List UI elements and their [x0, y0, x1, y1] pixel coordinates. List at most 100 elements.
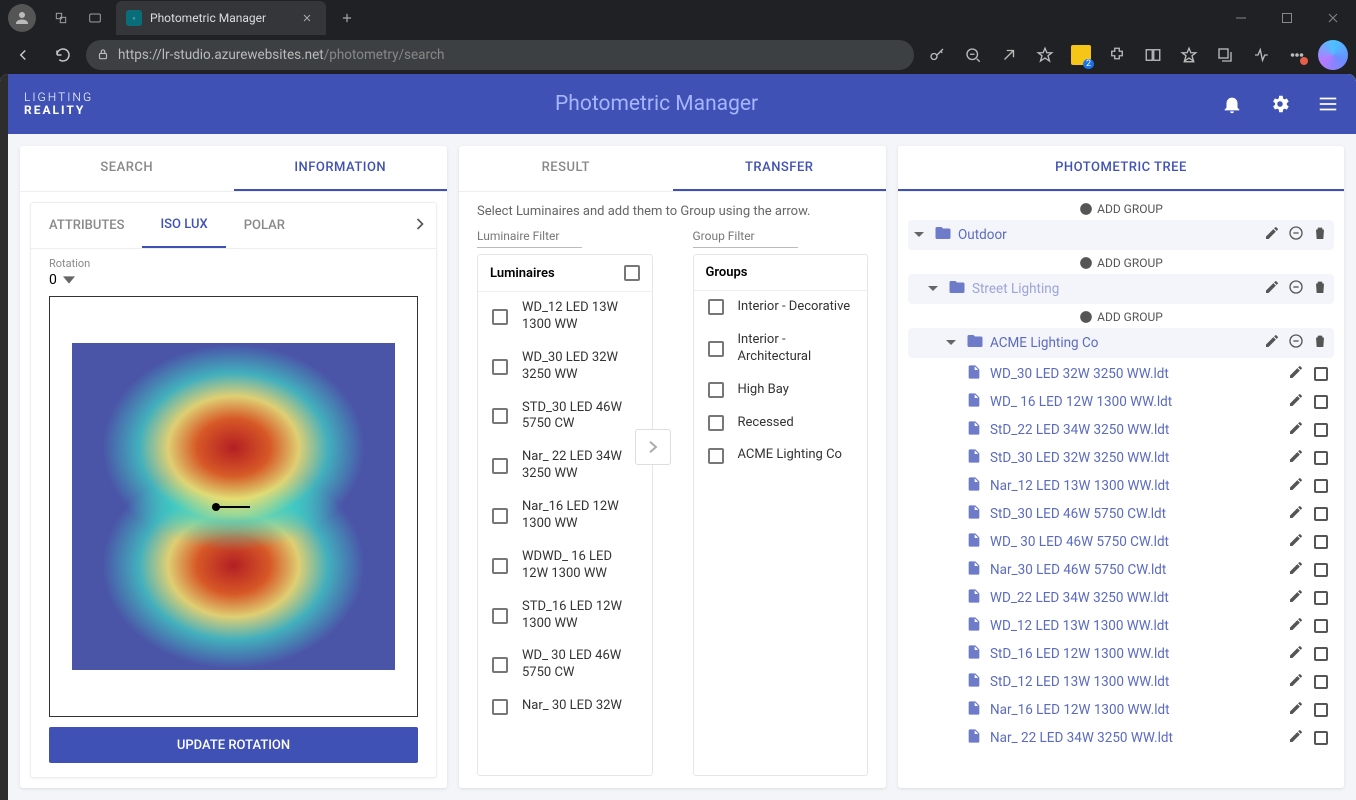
tab-result[interactable]: RESULT: [459, 146, 673, 191]
edit-icon[interactable]: [1264, 279, 1280, 299]
group-row[interactable]: Interior - Decorative: [694, 291, 868, 324]
edit-icon[interactable]: [1264, 225, 1280, 245]
password-key-icon[interactable]: [920, 39, 954, 71]
window-maximize-icon[interactable]: [1264, 0, 1310, 36]
group-checkbox[interactable]: [708, 448, 724, 464]
tab-transfer[interactable]: TRANSFER: [673, 146, 887, 191]
luminaire-row[interactable]: STD_30 LED 46W 5750 CW: [478, 392, 652, 442]
upload-icon[interactable]: [1216, 333, 1232, 353]
luminaires-select-all-checkbox[interactable]: [624, 265, 640, 281]
luminaire-row[interactable]: Nar_16 LED 12W 1300 WW: [478, 491, 652, 541]
rotation-select[interactable]: 0: [49, 272, 418, 288]
download-icon[interactable]: [1240, 225, 1256, 245]
collections-icon[interactable]: [1208, 39, 1242, 71]
caret-icon[interactable]: [914, 227, 928, 243]
tree-file[interactable]: StD_16 LED 12W 1300 WW.ldt: [908, 640, 1334, 668]
tree-file[interactable]: WD_30 LED 32W 3250 WW.ldt: [908, 360, 1334, 388]
file-checkbox[interactable]: [1314, 647, 1328, 661]
caret-icon[interactable]: [928, 281, 942, 297]
file-checkbox[interactable]: [1314, 675, 1328, 689]
file-checkbox[interactable]: [1314, 535, 1328, 549]
file-checkbox[interactable]: [1314, 591, 1328, 605]
file-checkbox[interactable]: [1314, 423, 1328, 437]
subtab-next-icon[interactable]: [410, 214, 430, 238]
tree-folder[interactable]: Outdoor: [908, 220, 1334, 250]
collapse-icon[interactable]: [1288, 225, 1304, 245]
edit-icon[interactable]: [1288, 672, 1304, 692]
luminaire-checkbox[interactable]: [492, 359, 508, 375]
add-group-button[interactable]: ADD GROUP: [908, 252, 1334, 274]
tab-search[interactable]: SEARCH: [20, 146, 234, 191]
tree-file[interactable]: Nar_ 22 LED 34W 3250 WW.ldt: [908, 724, 1334, 752]
edit-icon[interactable]: [1288, 728, 1304, 748]
edit-icon[interactable]: [1288, 588, 1304, 608]
tree-file[interactable]: WD_ 30 LED 46W 5750 CW.ldt: [908, 528, 1334, 556]
edit-icon[interactable]: [1288, 644, 1304, 664]
tab-close-icon[interactable]: [298, 9, 316, 27]
tree-file[interactable]: WD_12 LED 13W 1300 WW.ldt: [908, 612, 1334, 640]
edit-icon[interactable]: [1264, 333, 1280, 353]
tree-file[interactable]: StD_30 LED 46W 5750 CW.ldt: [908, 500, 1334, 528]
file-checkbox[interactable]: [1314, 367, 1328, 381]
collapse-icon[interactable]: [1288, 279, 1304, 299]
add-group-button[interactable]: ADD GROUP: [908, 198, 1334, 220]
window-minimize-icon[interactable]: [1218, 0, 1264, 36]
luminaire-row[interactable]: STD_16 LED 12W 1300 WW: [478, 591, 652, 641]
favorites-bar-icon[interactable]: [1172, 39, 1206, 71]
edit-icon[interactable]: [1288, 532, 1304, 552]
menu-icon[interactable]: [1316, 92, 1340, 116]
extensions-icon[interactable]: [1100, 39, 1134, 71]
edit-icon[interactable]: [1288, 392, 1304, 412]
luminaire-checkbox[interactable]: [492, 558, 508, 574]
caret-icon[interactable]: [946, 335, 960, 351]
nav-refresh-icon[interactable]: [46, 39, 80, 71]
update-rotation-button[interactable]: UPDATE ROTATION: [49, 727, 418, 763]
tree-file[interactable]: WD_22 LED 34W 3250 WW.ldt: [908, 584, 1334, 612]
edit-icon[interactable]: [1288, 616, 1304, 636]
tree-folder[interactable]: Street Lighting: [908, 274, 1334, 304]
group-checkbox[interactable]: [708, 299, 724, 315]
group-checkbox[interactable]: [708, 415, 724, 431]
luminaire-checkbox[interactable]: [492, 657, 508, 673]
tab-photometric-tree[interactable]: PHOTOMETRIC TREE: [898, 146, 1344, 191]
edit-icon[interactable]: [1288, 560, 1304, 580]
luminaire-checkbox[interactable]: [492, 508, 508, 524]
tree-file[interactable]: StD_12 LED 13W 1300 WW.ldt: [908, 668, 1334, 696]
subtab-attributes[interactable]: ATTRIBUTES: [31, 204, 142, 247]
file-checkbox[interactable]: [1314, 703, 1328, 717]
group-row[interactable]: ACME Lighting Co: [694, 439, 868, 472]
delete-icon[interactable]: [1312, 333, 1328, 353]
tab-information[interactable]: INFORMATION: [234, 146, 448, 191]
luminaire-row[interactable]: WD_12 LED 13W 1300 WW: [478, 292, 652, 342]
delete-icon[interactable]: [1312, 225, 1328, 245]
luminaire-checkbox[interactable]: [492, 699, 508, 715]
edit-icon[interactable]: [1288, 504, 1304, 524]
group-checkbox[interactable]: [708, 341, 724, 357]
file-checkbox[interactable]: [1314, 451, 1328, 465]
edit-icon[interactable]: [1288, 700, 1304, 720]
tree-file[interactable]: WD_ 16 LED 12W 1300 WW.ldt: [908, 388, 1334, 416]
more-menu-icon[interactable]: [1280, 39, 1314, 71]
new-tab-button[interactable]: [332, 3, 362, 33]
group-row[interactable]: High Bay: [694, 374, 868, 407]
tree-file[interactable]: Nar_16 LED 12W 1300 WW.ldt: [908, 696, 1334, 724]
url-input[interactable]: https://lr-studio.azurewebsites.net/phot…: [86, 40, 914, 70]
split-screen-icon[interactable]: [1136, 39, 1170, 71]
file-checkbox[interactable]: [1314, 395, 1328, 409]
nav-back-icon[interactable]: [6, 39, 40, 71]
notifications-icon[interactable]: [1220, 92, 1244, 116]
subtab-isolux[interactable]: ISO LUX: [142, 203, 225, 248]
tree-file[interactable]: Nar_30 LED 46W 5750 CW.ldt: [908, 556, 1334, 584]
luminaire-checkbox[interactable]: [492, 408, 508, 424]
copilot-icon[interactable]: [1316, 39, 1350, 71]
luminaire-row[interactable]: Nar_ 22 LED 34W 3250 WW: [478, 441, 652, 491]
profile-avatar[interactable]: [8, 4, 36, 32]
download-icon[interactable]: [1240, 333, 1256, 353]
edit-icon[interactable]: [1288, 420, 1304, 440]
read-aloud-icon[interactable]: [992, 39, 1026, 71]
edit-icon[interactable]: [1288, 448, 1304, 468]
luminaire-checkbox[interactable]: [492, 309, 508, 325]
file-checkbox[interactable]: [1314, 731, 1328, 745]
edit-icon[interactable]: [1288, 364, 1304, 384]
workspaces-icon[interactable]: [44, 0, 78, 36]
